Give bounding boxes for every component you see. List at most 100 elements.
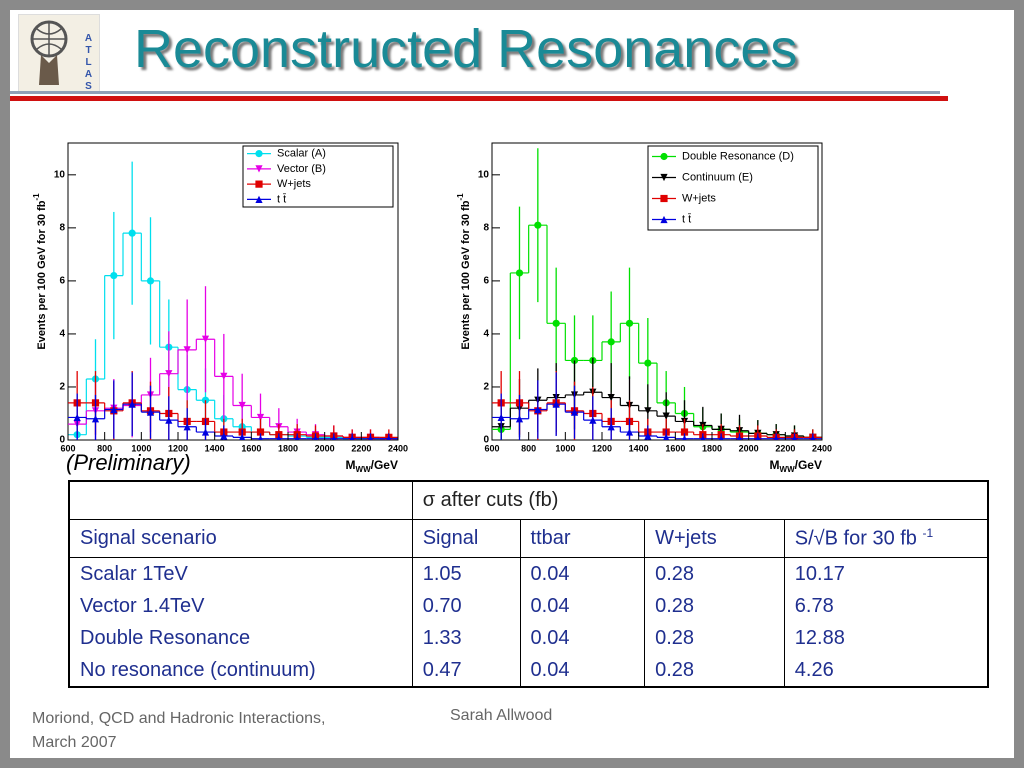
footer-text: March 2007	[32, 734, 117, 751]
y-tick-label: 4	[483, 329, 489, 340]
legend-label: Scalar (A)	[277, 148, 326, 160]
x-tick-label: 600	[60, 443, 75, 453]
marker	[662, 412, 670, 420]
table-cell: 0.70	[411, 590, 521, 622]
footer-text: Moriond, QCD and Hadronic Interactions,	[32, 710, 326, 727]
logo-text: ATLAS	[83, 33, 94, 93]
plot	[492, 148, 822, 440]
marker	[497, 413, 505, 422]
marker	[201, 428, 210, 436]
legend-label: W+jets	[277, 178, 311, 190]
marker	[183, 346, 191, 354]
marker	[255, 150, 263, 158]
marker	[663, 433, 670, 440]
marker	[258, 435, 263, 440]
y-tick-label: 2	[59, 382, 65, 393]
y-tick-label: 6	[59, 276, 65, 287]
y-axis-label-text: Events per 100 GeV for 30 fb	[36, 200, 48, 349]
marker	[607, 338, 615, 346]
marker	[146, 277, 155, 285]
annotation: (Preliminary)	[66, 450, 191, 475]
table-cell: 12.88	[783, 622, 988, 654]
table-cell: 0.28	[644, 590, 785, 622]
marker	[534, 221, 542, 229]
marker	[256, 413, 265, 422]
marker	[73, 413, 81, 422]
table-cell: 0.04	[519, 654, 645, 687]
marker	[792, 435, 797, 440]
marker	[128, 400, 136, 408]
header-cell: Signal	[411, 519, 521, 558]
x-tick-label: 1200	[168, 443, 188, 453]
legend-label: Double Resonance (D)	[682, 150, 794, 162]
x-tick-label: 600	[484, 443, 499, 453]
x-axis-label-sub: WW	[780, 465, 796, 474]
marker	[644, 432, 652, 440]
y-axis-label-sup: -1	[32, 193, 41, 201]
table-cell: No resonance (continuum)	[68, 654, 413, 687]
x-tick-label: 800	[521, 443, 536, 453]
marker	[625, 428, 634, 436]
x-tick-label: 1400	[205, 443, 225, 453]
table-header-row: Signal scenario Signal ttbar W+jets S/√B for…	[68, 519, 988, 558]
marker	[91, 415, 100, 423]
x-tick-label: 2200	[775, 443, 795, 453]
marker	[313, 435, 318, 440]
table-row: Double Resonance 1.33 0.04 0.28 12.88	[68, 622, 988, 654]
marker	[810, 435, 816, 440]
plot	[68, 161, 398, 440]
results-table: σ after cuts (fb) Signal scenario Signal t…	[68, 480, 989, 688]
legend-label: Continuum (E)	[682, 171, 753, 183]
y-tick-label: 8	[483, 222, 489, 233]
legend-label: t t̄	[682, 213, 692, 225]
header-cell: S/√B for 30 fb -1	[783, 519, 988, 558]
x-axis-label: MWW/GeV	[770, 458, 822, 474]
marker	[660, 215, 668, 224]
marker	[625, 319, 634, 327]
marker	[644, 407, 652, 415]
marker	[552, 400, 560, 408]
marker	[146, 408, 155, 416]
header-cell: W+jets	[644, 519, 785, 558]
table-cell: 1.05	[411, 557, 521, 590]
header-cell	[68, 481, 413, 520]
x-axis-label-text: M	[770, 458, 780, 472]
y-tick-label: 0	[59, 435, 65, 446]
x-tick-label: 2400	[388, 443, 408, 453]
table-cell: 1.33	[411, 622, 521, 654]
marker	[515, 269, 524, 277]
x-tick-label: 2000	[739, 443, 759, 453]
marker	[349, 435, 355, 440]
table-header-row: σ after cuts (fb)	[68, 481, 988, 520]
table-cell: 0.28	[644, 622, 785, 654]
x-tick-label: 2400	[812, 443, 832, 453]
y-tick-label: 0	[483, 435, 489, 446]
header-text: Signal	[422, 527, 479, 549]
rule	[10, 91, 940, 94]
marker	[220, 432, 228, 440]
marker	[294, 435, 300, 440]
table-cell: 0.28	[644, 557, 785, 590]
marker	[607, 423, 615, 431]
table-cell: 0.28	[644, 654, 785, 687]
x-tick-label: 1600	[241, 443, 261, 453]
marker	[718, 435, 724, 440]
marker	[239, 433, 246, 440]
header-text: S/√B for 30 fb	[794, 527, 923, 550]
marker	[700, 435, 706, 440]
logo-figure	[30, 20, 68, 85]
table-cell: 0.04	[519, 557, 645, 590]
slide-title: Reconstructed Resonances	[134, 19, 798, 79]
legend-label: Vector (B)	[277, 163, 326, 175]
marker	[276, 435, 282, 440]
marker	[368, 435, 373, 440]
marker	[737, 435, 742, 440]
x-tick-label: 1000	[555, 443, 575, 453]
table-row: No resonance (continuum) 0.47 0.04 0.28 4.26	[68, 654, 988, 687]
logo: ATLAS	[18, 14, 100, 93]
table-cell: Vector 1.4TeV	[68, 590, 413, 622]
marker	[110, 405, 118, 414]
table-cell: Scalar 1TeV	[68, 557, 413, 590]
